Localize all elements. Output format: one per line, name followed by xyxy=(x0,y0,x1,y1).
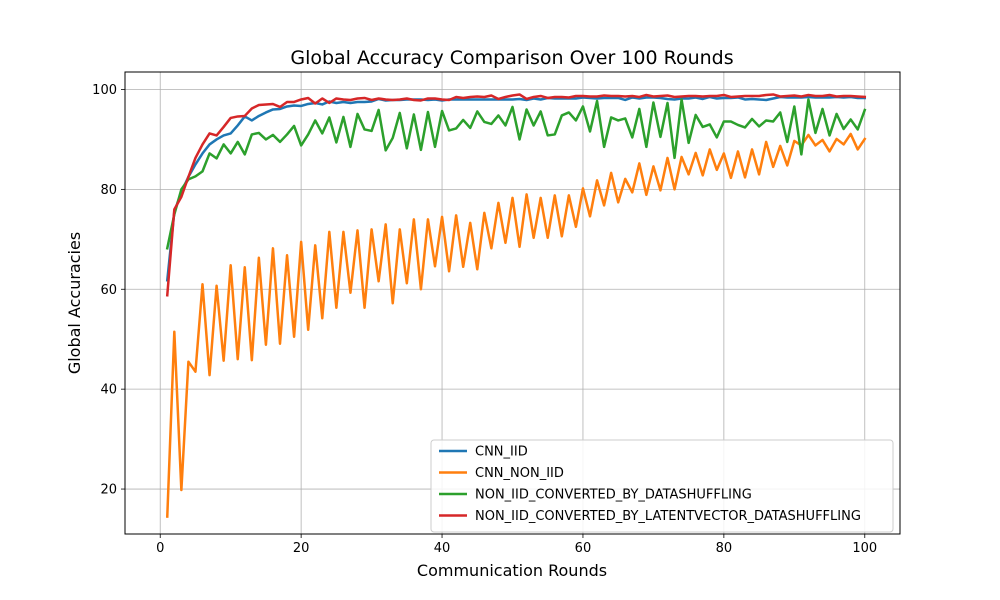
legend-label: NON_IID_CONVERTED_BY_LATENTVECTOR_DATASH… xyxy=(475,509,861,524)
y-tick-label: 60 xyxy=(100,283,117,298)
chart-title: Global Accuracy Comparison Over 100 Roun… xyxy=(290,47,733,69)
y-axis-ticks: 20 40 60 80 100 xyxy=(92,83,125,498)
x-tick-label: 40 xyxy=(434,541,451,556)
y-tick-label: 40 xyxy=(100,383,117,398)
y-axis-label: Global Accuracies xyxy=(65,232,84,374)
series-line-2 xyxy=(165,132,867,518)
x-tick-label: 20 xyxy=(293,541,310,556)
x-tick-label: 80 xyxy=(716,541,733,556)
x-axis-label: Communication Rounds xyxy=(417,561,607,580)
legend-label: NON_IID_CONVERTED_BY_DATASHUFFLING xyxy=(475,488,752,503)
x-tick-label: 100 xyxy=(852,541,877,556)
series-line-3 xyxy=(165,98,867,250)
x-tick-label: 60 xyxy=(575,541,592,556)
series-line-4 xyxy=(165,93,867,297)
series-line-1 xyxy=(165,95,867,282)
y-tick-label: 80 xyxy=(100,183,117,198)
x-tick-label: 0 xyxy=(156,541,164,556)
y-tick-label: 100 xyxy=(92,83,117,98)
plot-frame xyxy=(124,71,901,535)
legend: CNN_IID CNN_NON_IID NON_IID_CONVERTED_BY_D… xyxy=(430,439,894,533)
series-lines xyxy=(165,93,867,518)
y-tick-label: 20 xyxy=(100,483,117,498)
legend-label: CNN_IID xyxy=(475,445,528,460)
x-axis-ticks: 0 20 40 60 80 100 xyxy=(156,534,877,556)
legend-box xyxy=(430,439,894,533)
legend-label: CNN_NON_IID xyxy=(475,466,564,481)
